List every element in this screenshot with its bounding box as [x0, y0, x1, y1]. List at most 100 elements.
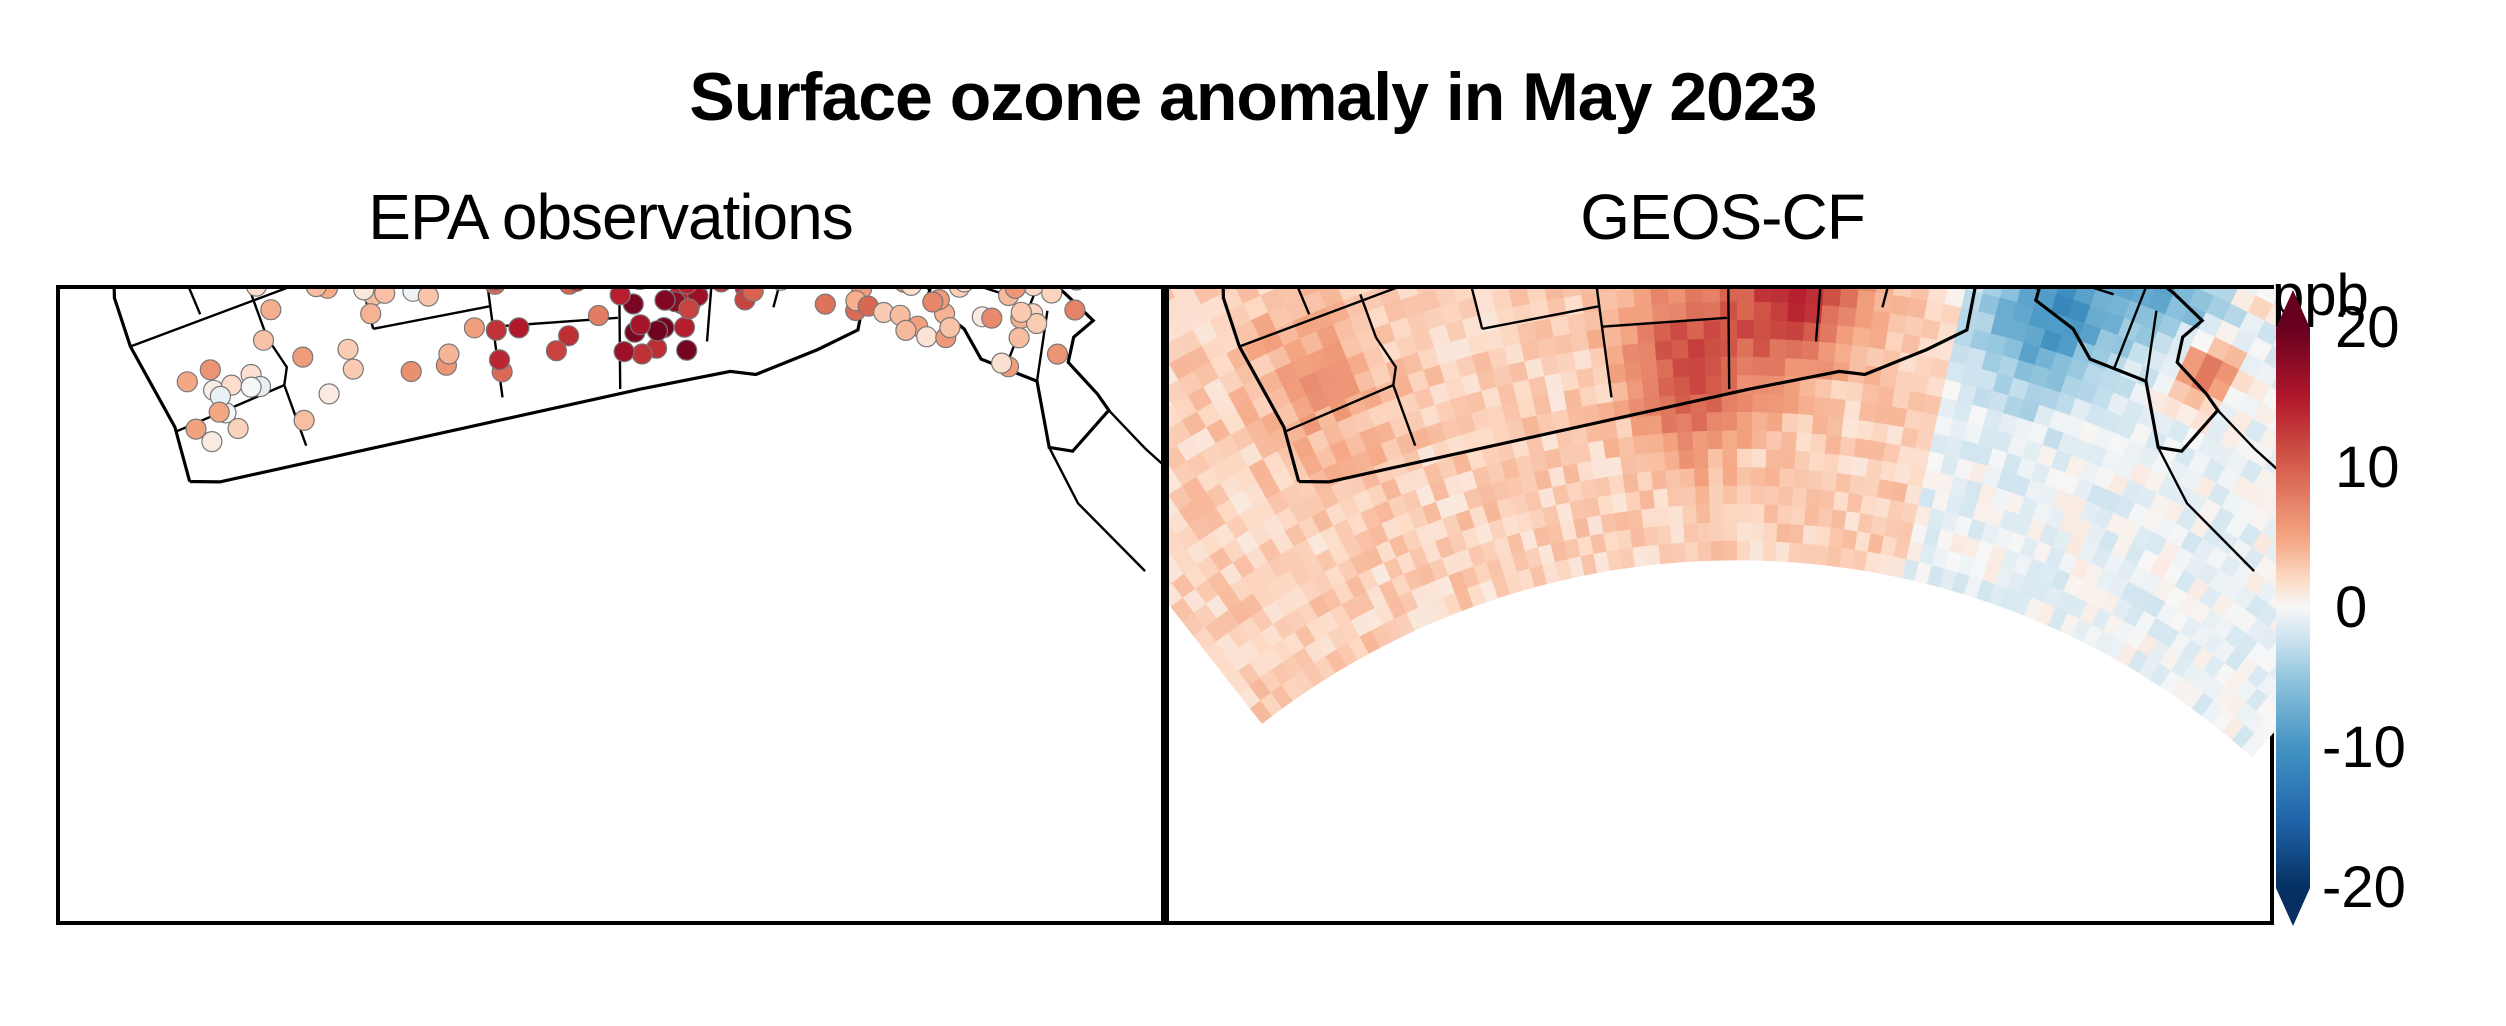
model-cell: [2206, 482, 2232, 509]
model-cell: [1914, 562, 1933, 585]
model-cell: [1750, 485, 1766, 506]
model-cell: [1270, 684, 1294, 709]
station-marker: [1008, 327, 1030, 349]
model-cell: [2027, 422, 2050, 447]
model-cell: [2011, 302, 2035, 326]
model-cell: [1639, 489, 1656, 511]
model-cell: [1239, 616, 1263, 641]
model-cell: [1695, 504, 1711, 525]
model-cell: [2044, 369, 2068, 394]
model-cell: [2266, 564, 2278, 590]
model-cell: [2028, 364, 2052, 389]
station-marker: [337, 338, 359, 360]
model-cell: [1879, 460, 1898, 483]
model-cell: [2028, 306, 2052, 331]
model-cell: [1709, 504, 1725, 524]
model-cell: [1418, 602, 1439, 626]
model-cell: [2082, 624, 2104, 649]
model-cell: [1337, 558, 1360, 583]
model-cell: [2155, 602, 2178, 627]
model-cell: [1559, 520, 1578, 543]
model-cell: [1277, 569, 1301, 595]
model-cell: [1940, 303, 1963, 327]
station-marker: [613, 340, 635, 363]
model-cell: [1888, 406, 1908, 429]
model-cell: [1737, 467, 1753, 487]
model-cell: [1656, 525, 1673, 546]
model-cell: [1642, 378, 1661, 400]
model-cell: [1925, 376, 1947, 399]
station-marker: [569, 289, 584, 292]
model-cell: [1865, 458, 1884, 481]
model-cell: [1636, 471, 1654, 493]
model-cell: [2202, 655, 2226, 680]
model-cell: [2090, 289, 2115, 313]
model-cell: [1896, 520, 1915, 543]
model-cell: [1723, 504, 1738, 524]
model-cell: [1242, 569, 1267, 595]
model-cell: [1920, 318, 1942, 342]
model-cell: [1605, 456, 1624, 478]
model-cell: [1936, 321, 1959, 345]
model-cell: [1501, 400, 1523, 424]
model-cell: [1837, 454, 1855, 476]
model-cell: [1845, 381, 1865, 404]
model-cell: [1207, 570, 1232, 596]
model-cell: [1225, 514, 1250, 540]
model-cell: [1799, 377, 1817, 398]
model-cell: [1737, 320, 1755, 340]
model-cell: [1229, 490, 1255, 516]
model-cell: [2167, 609, 2190, 634]
model-cell: [1893, 463, 1913, 486]
model-cell: [1423, 364, 1446, 389]
model-cell: [1316, 324, 1342, 350]
model-cell: [1366, 443, 1389, 468]
model-cell: [1752, 393, 1769, 414]
model-cell: [1386, 596, 1408, 620]
model-cell: [2191, 670, 2215, 694]
model-cell: [1858, 401, 1878, 424]
model-cell: [1547, 390, 1568, 414]
station-marker: [201, 431, 223, 453]
model-cell: [1952, 400, 1974, 424]
model-cell: [2079, 602, 2101, 626]
model-cell: [1583, 497, 1602, 519]
model-cell: [1918, 544, 1937, 567]
model-cell: [1693, 449, 1710, 470]
model-cell: [1632, 434, 1651, 456]
station-marker: [774, 289, 787, 291]
model-cell: [1778, 486, 1794, 507]
model-cell: [1204, 618, 1229, 643]
model-cell: [1260, 646, 1284, 671]
model-cell: [1219, 562, 1244, 588]
model-cell: [1562, 463, 1582, 486]
model-cell: [2063, 415, 2086, 440]
model-cell: [1492, 364, 1514, 388]
model-cell: [1776, 523, 1792, 544]
model-cell: [1907, 466, 1927, 489]
model-cell: [1963, 479, 1984, 503]
model-cell: [1566, 406, 1587, 429]
model-cell: [1913, 505, 1933, 528]
model-cell: [1737, 430, 1753, 451]
model-cell: [1879, 367, 1899, 390]
model-cell: [1973, 311, 1996, 335]
model-cell: [1566, 481, 1585, 504]
model-cell: [2069, 398, 2093, 423]
model-cell: [2234, 679, 2258, 704]
model-cell: [1723, 522, 1738, 543]
model-cell: [1891, 388, 1912, 411]
model-cell: [1437, 457, 1459, 481]
model-cell: [1556, 351, 1577, 375]
model-cell: [2097, 529, 2120, 554]
model-cell: [2102, 614, 2124, 638]
country-outline: [1221, 289, 2220, 484]
model-cell: [2181, 685, 2204, 709]
model-cell: [1670, 524, 1686, 545]
model-cell: [1634, 453, 1652, 475]
model-cell: [1802, 322, 1822, 343]
model-cell: [1528, 508, 1548, 531]
model-cell: [1765, 467, 1781, 488]
model-cell: [2140, 509, 2164, 534]
model-cell: [1318, 610, 1341, 635]
